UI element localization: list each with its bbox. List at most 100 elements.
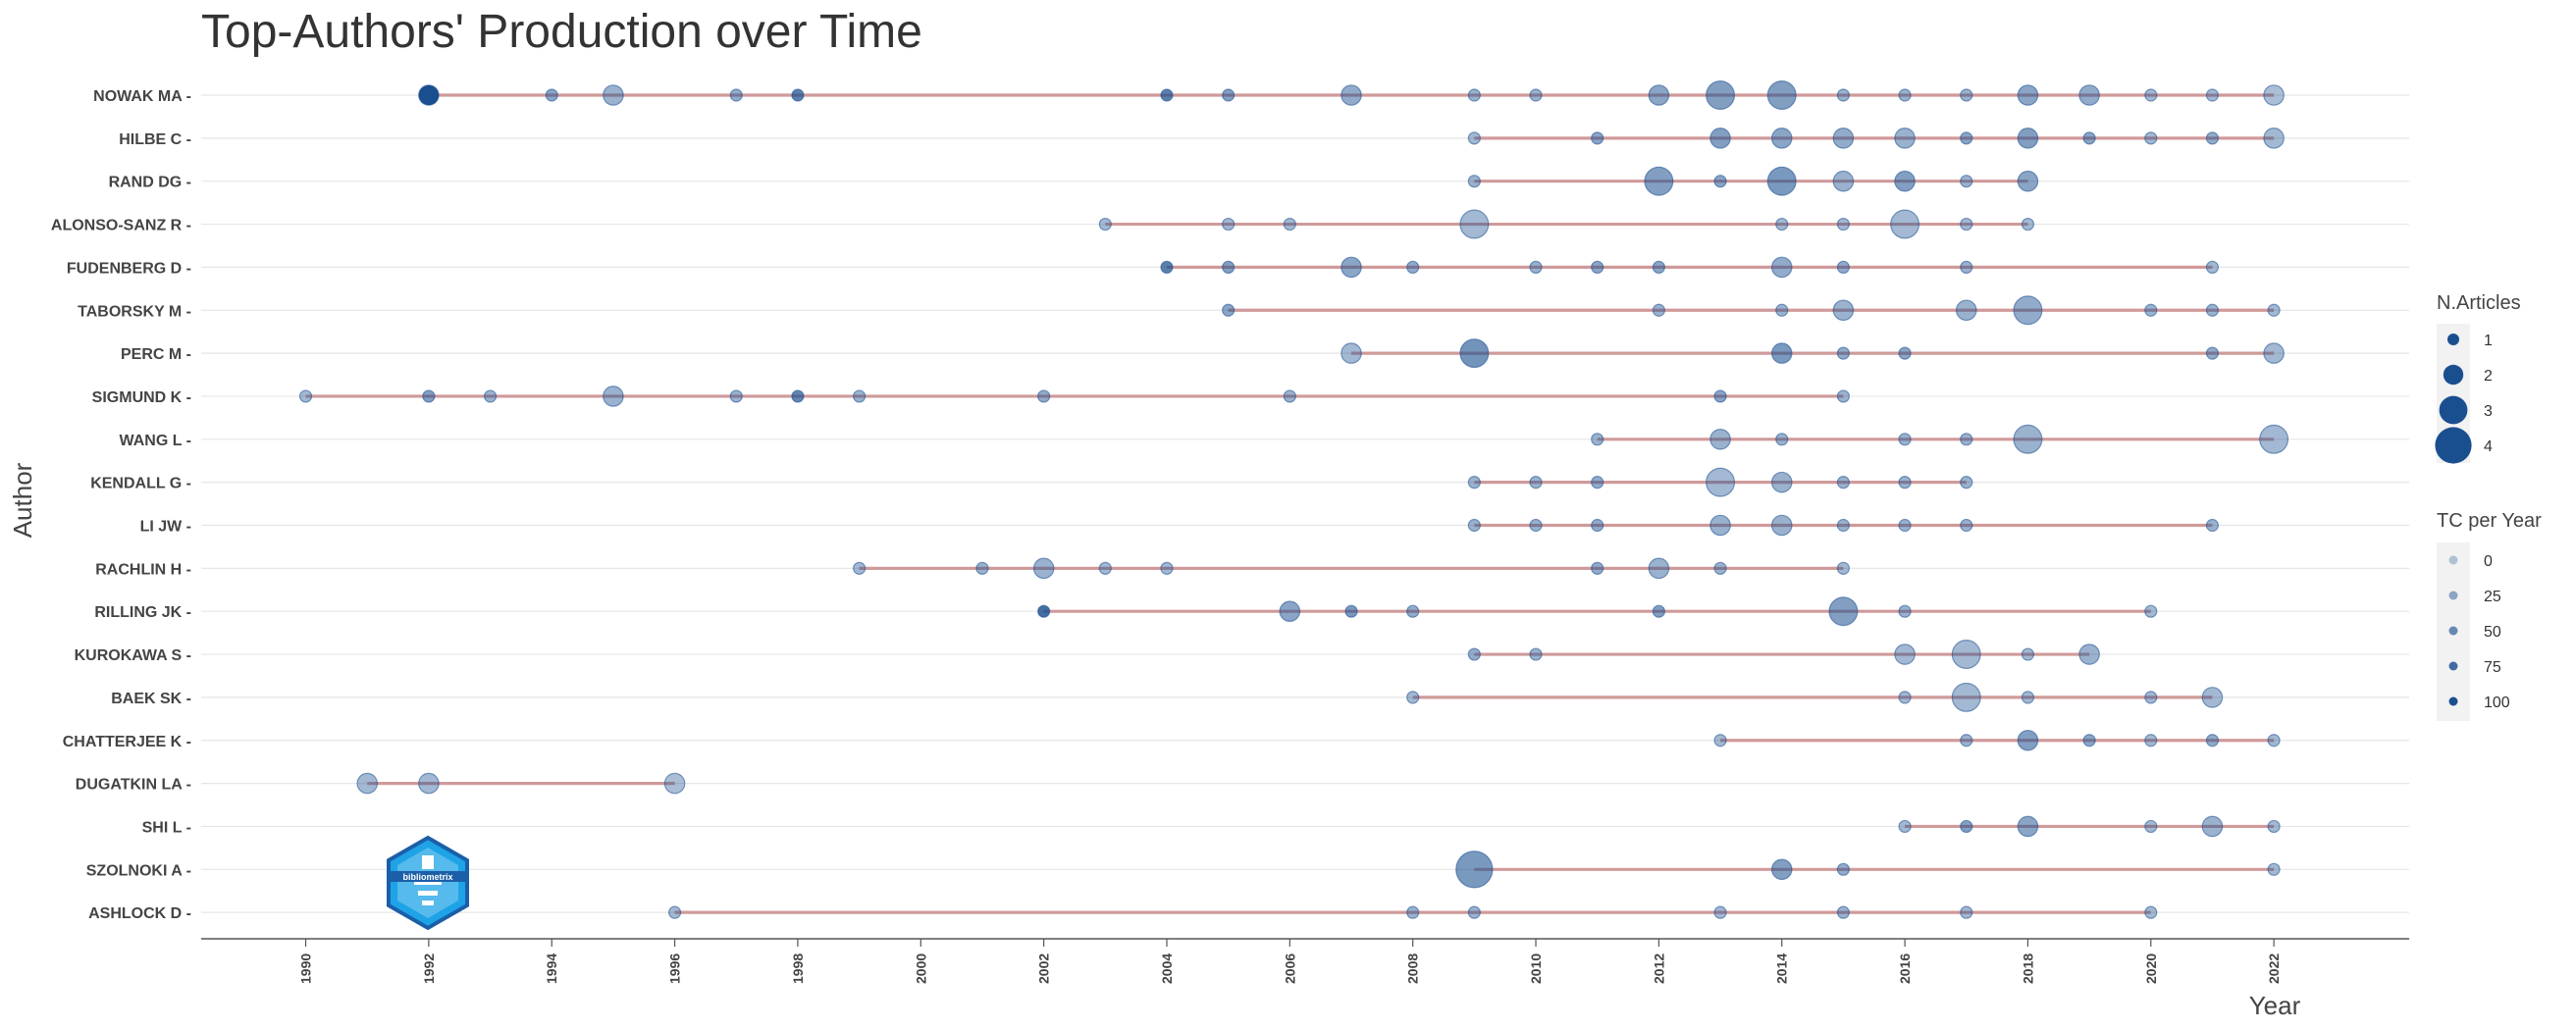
data-point	[2144, 819, 2158, 834]
data-point	[2144, 303, 2158, 317]
legend-tc: TC per Year 0 25 50 75 100	[2437, 510, 2542, 721]
y-tick-label: ASHLOCK D -	[88, 905, 191, 922]
y-tick-label: WANG L -	[120, 433, 191, 449]
x-tick-label: 2014	[1774, 953, 1790, 984]
x-tick-label: 2004	[1159, 953, 1175, 984]
data-point	[1406, 905, 1420, 919]
x-tick-label: 2008	[1405, 953, 1421, 984]
y-tick-label: ALONSO-SANZ R -	[51, 218, 191, 234]
data-point	[2078, 84, 2100, 106]
data-point	[1591, 131, 1604, 145]
data-point	[663, 772, 686, 795]
author-lines	[305, 93, 2275, 914]
data-point	[1406, 260, 1420, 274]
x-tick-label: 2000	[913, 953, 928, 984]
data-point	[1591, 561, 1604, 575]
data-point	[1709, 428, 1731, 450]
data-point	[1960, 433, 1973, 446]
y-axis-label: Author	[8, 462, 37, 538]
legend-tc-swatch	[2448, 661, 2458, 671]
y-tick-label: TABORSKY M -	[78, 303, 191, 320]
data-point	[1706, 79, 1736, 110]
legend-articles-title: N.Articles	[2437, 292, 2521, 314]
data-point	[1775, 217, 1789, 232]
legend-tc-label: 0	[2484, 553, 2493, 570]
data-point	[2263, 128, 2285, 149]
data-point	[1283, 217, 1296, 232]
data-point	[1037, 389, 1051, 403]
data-point	[1279, 600, 1301, 622]
data-point	[1960, 131, 1973, 145]
data-point	[1894, 170, 1916, 192]
x-tick-label: 2012	[1651, 953, 1666, 984]
data-point	[1836, 260, 1850, 274]
data-point	[1529, 647, 1543, 661]
data-point	[1529, 518, 1543, 533]
data-point	[1898, 433, 1912, 446]
x-tick-label: 1996	[667, 953, 683, 984]
data-point	[2144, 131, 2158, 145]
data-point	[2017, 729, 2039, 751]
data-point	[545, 88, 558, 102]
data-point	[1648, 557, 1670, 580]
data-point	[1713, 175, 1727, 188]
data-point	[1467, 518, 1481, 533]
data-point	[1283, 389, 1296, 403]
data-point	[1591, 260, 1604, 274]
data-point	[1222, 303, 1235, 317]
legend-tc-swatch	[2448, 555, 2458, 565]
x-tick-label: 2020	[2143, 953, 2159, 984]
data-point	[2263, 84, 2285, 106]
data-point	[2205, 88, 2220, 102]
data-point	[1960, 476, 1973, 489]
data-point	[1644, 166, 1674, 196]
data-point	[1770, 471, 1793, 493]
data-point	[1467, 905, 1481, 919]
y-tick-label: LI JW -	[140, 519, 191, 536]
y-tick-label: KENDALL G -	[90, 476, 191, 492]
data-point	[791, 389, 805, 403]
data-point	[729, 389, 743, 403]
y-tick-label: DUGATKIN LA -	[76, 777, 191, 794]
data-point	[853, 389, 867, 403]
x-tick-label: 1990	[298, 953, 314, 984]
data-point	[1960, 518, 1973, 533]
legend-tc-label: 50	[2484, 624, 2501, 641]
data-point	[2017, 84, 2039, 106]
legend-articles: N.Articles 1 2 3 4	[2435, 292, 2521, 464]
data-point	[1222, 217, 1235, 232]
data-point	[1898, 476, 1912, 489]
data-point	[2201, 687, 2224, 708]
x-axis-label: Year	[2249, 991, 2301, 1020]
legend-articles-label: 4	[2484, 438, 2493, 455]
x-tick-label: 1998	[790, 953, 806, 984]
data-point	[791, 88, 805, 102]
data-point	[1890, 209, 1920, 239]
data-points	[298, 79, 2289, 919]
legend-articles-swatch	[2447, 334, 2459, 345]
y-tick-label: SZOLNOKI A -	[86, 862, 191, 879]
data-point	[603, 386, 624, 407]
y-tick-label: CHATTERJEE K -	[63, 734, 191, 750]
data-point	[1766, 166, 1797, 196]
data-point	[2082, 131, 2096, 145]
data-point	[1770, 342, 1793, 364]
legend-tc-swatch	[2448, 696, 2458, 706]
data-point	[1960, 260, 1973, 274]
data-point	[1951, 682, 1981, 712]
data-point	[2205, 303, 2220, 317]
data-point	[1832, 128, 1855, 149]
data-point	[1709, 128, 1731, 149]
data-point	[1160, 561, 1174, 575]
data-point	[1770, 858, 1793, 881]
data-point	[1713, 905, 1727, 919]
data-point	[2205, 260, 2220, 274]
data-point	[1652, 260, 1665, 274]
data-point	[1037, 604, 1051, 618]
legend-articles-swatch	[2439, 395, 2468, 425]
data-point	[2144, 691, 2158, 704]
legend-tc-label: 25	[2484, 589, 2501, 605]
x-tick-label: 1992	[421, 953, 437, 984]
legend-articles-label: 1	[2484, 333, 2493, 349]
data-point	[2267, 303, 2281, 317]
